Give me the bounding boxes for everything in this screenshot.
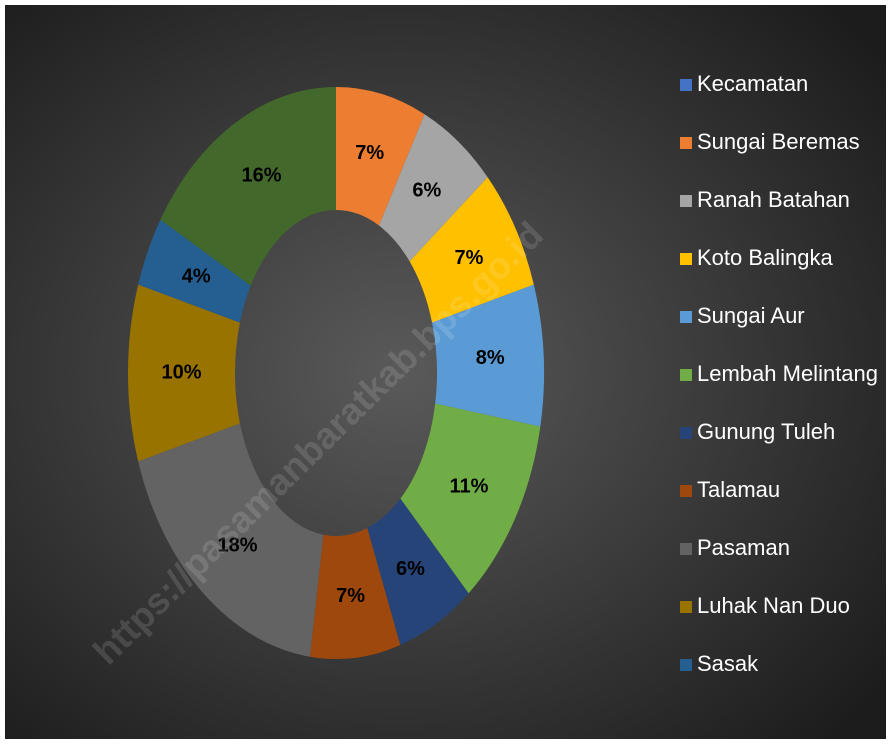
slice [128, 284, 240, 462]
slice [400, 403, 541, 594]
slice [309, 528, 401, 659]
data-label: 16% [242, 165, 282, 187]
slice [379, 114, 488, 262]
legend-swatch [680, 427, 692, 439]
legend-label: Sungai Aur [697, 303, 805, 328]
data-label: 8% [476, 347, 505, 369]
legend-label: Gunung Tuleh [697, 419, 835, 444]
legend-swatch [680, 659, 692, 671]
slice [138, 219, 251, 323]
legend-swatch [680, 311, 692, 323]
data-label: 4% [182, 266, 211, 288]
slice [409, 177, 534, 323]
legend-swatch [680, 253, 692, 265]
slice [367, 498, 469, 646]
legend: Kecamatan Sungai Beremas Ranah Batahan Koto… [680, 71, 878, 676]
slice [432, 284, 545, 427]
legend-swatch [680, 79, 692, 91]
legend-label: Talamau [697, 477, 780, 502]
legend-swatch [680, 485, 692, 497]
legend-swatch [680, 543, 692, 555]
legend-label: Ranah Batahan [697, 187, 850, 212]
data-label: 18% [218, 534, 258, 556]
data-label: 7% [455, 247, 484, 269]
data-label: 7% [355, 142, 384, 164]
slice [160, 87, 336, 286]
slice [138, 423, 324, 657]
data-label: 7% [336, 585, 365, 607]
donut: 7% 6% 7% 8% 11% 6% 7% 18% 10% 4% 16% [128, 87, 545, 659]
data-label: 6% [412, 180, 441, 202]
legend-swatch [680, 195, 692, 207]
legend-label: Koto Balingka [697, 245, 834, 270]
data-label: 6% [396, 558, 425, 580]
legend-swatch [680, 369, 692, 381]
legend-swatch [680, 137, 692, 149]
legend-label: Pasaman [697, 535, 790, 560]
legend-label: Kecamatan [697, 71, 808, 96]
legend-swatch [680, 601, 692, 613]
legend-label: Sasak [697, 651, 759, 676]
legend-label: Lembah Melintang [697, 361, 878, 386]
slice [336, 87, 425, 226]
data-label: 10% [161, 361, 201, 383]
legend-label: Sungai Beremas [697, 129, 860, 154]
legend-label: Luhak Nan Duo [697, 593, 850, 618]
data-label: 11% [450, 476, 489, 498]
